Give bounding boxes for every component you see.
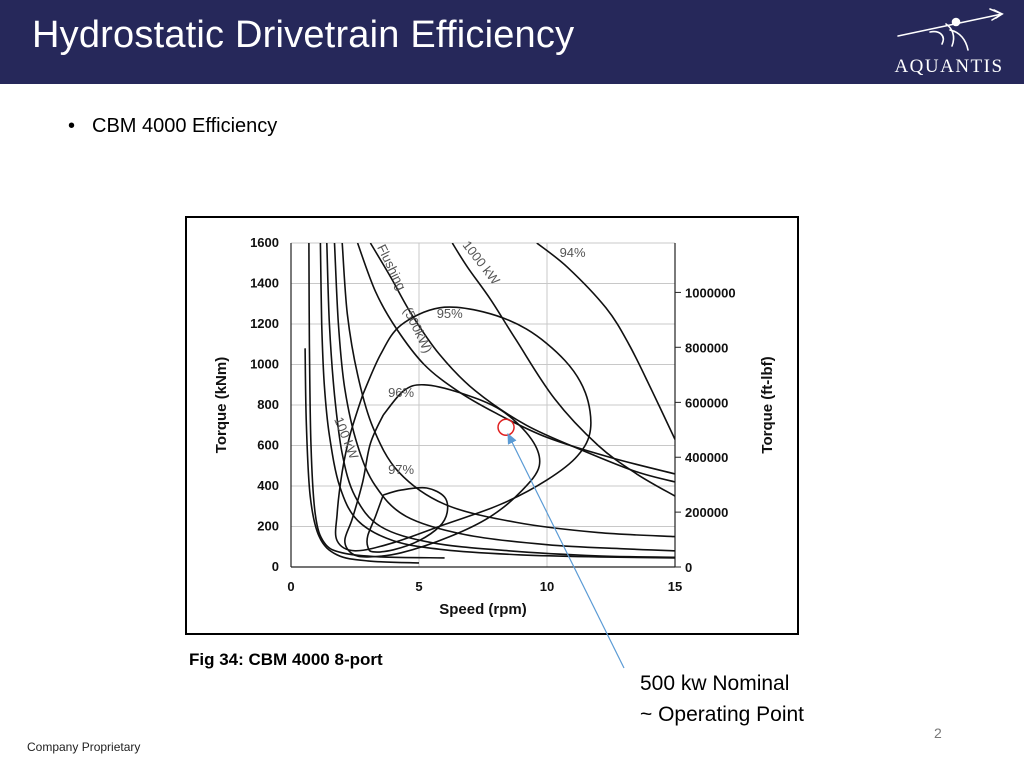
- aquantis-logo: AQUANTIS: [890, 6, 1008, 80]
- y-tick-label: 600: [257, 438, 279, 453]
- trident-figure-icon: [897, 8, 1004, 51]
- y-tick-label: 1200: [250, 316, 279, 331]
- title-bar: Hydrostatic Drivetrain Efficiency AQUANT…: [0, 0, 1024, 84]
- efficiency-label: 94%: [560, 245, 586, 260]
- y2-tick-label: 0: [685, 560, 692, 575]
- torque-curve: [304, 348, 420, 564]
- y2-tick-label: 200000: [685, 505, 728, 520]
- footer-proprietary: Company Proprietary: [27, 740, 141, 754]
- bullet-item: • CBM 4000 Efficiency: [68, 115, 277, 138]
- efficiency-contour: [536, 243, 675, 440]
- figure-frame: 0 200 400 600 800 1000 1200 1400 1600 0 5 10 15 0 2000…: [185, 216, 799, 635]
- y-tick-label: 1000: [250, 357, 279, 372]
- efficiency-label: 97%: [388, 462, 414, 477]
- callout-text: 500 kw Nominal ~ Operating Point: [640, 668, 804, 730]
- x-tick-label: 15: [668, 579, 682, 594]
- power-curve: [319, 243, 675, 559]
- y-tick-label: 200: [257, 519, 279, 534]
- torque-curve: [333, 243, 675, 552]
- efficiency-label: 95%: [437, 306, 463, 321]
- flushing-curve: [369, 243, 675, 483]
- y-tick-label: 0: [272, 559, 279, 574]
- callout-line-2: ~ Operating Point: [640, 703, 805, 726]
- slide-title: Hydrostatic Drivetrain Efficiency: [32, 14, 575, 56]
- efficiency-contour: [343, 383, 541, 558]
- y-tick-label: 400: [257, 478, 279, 493]
- y2-tick-label: 400000: [685, 450, 728, 465]
- page-number: 2: [934, 725, 942, 741]
- y-tick-label: 1600: [250, 235, 279, 250]
- y2-tick-label: 800000: [685, 340, 728, 355]
- y-tick-label: 800: [257, 397, 279, 412]
- y-axis-title: Torque (kNm): [213, 357, 230, 453]
- power-1000-label: 1000 kW: [460, 238, 504, 288]
- flushing-power-label: (500kW): [400, 305, 435, 356]
- power-100-label: 100 kW: [331, 415, 362, 462]
- y2-tick-label: 600000: [685, 395, 728, 410]
- x-tick-label: 5: [415, 579, 422, 594]
- y-tick-label: 1400: [250, 276, 279, 291]
- efficiency-contour: [366, 486, 449, 553]
- logo-wordmark: AQUANTIS: [894, 56, 1004, 77]
- figure-caption: Fig 34: CBM 4000 8-port: [189, 650, 383, 669]
- x-tick-label: 0: [287, 579, 294, 594]
- operating-point-marker: [497, 418, 515, 437]
- x-axis-title: Speed (rpm): [439, 601, 527, 618]
- bullet-dot-icon: •: [68, 115, 76, 137]
- y2-tick-label: 1000000: [685, 285, 736, 300]
- bullet-text: CBM 4000 Efficiency: [92, 115, 278, 137]
- x-tick-label: 10: [540, 579, 554, 594]
- y2-axis-title: Torque (ft-lbf): [759, 356, 776, 453]
- efficiency-label: 96%: [388, 385, 414, 400]
- flushing-label: Flushing: [374, 242, 409, 293]
- callout-line-1: 500 kw Nominal: [640, 672, 790, 695]
